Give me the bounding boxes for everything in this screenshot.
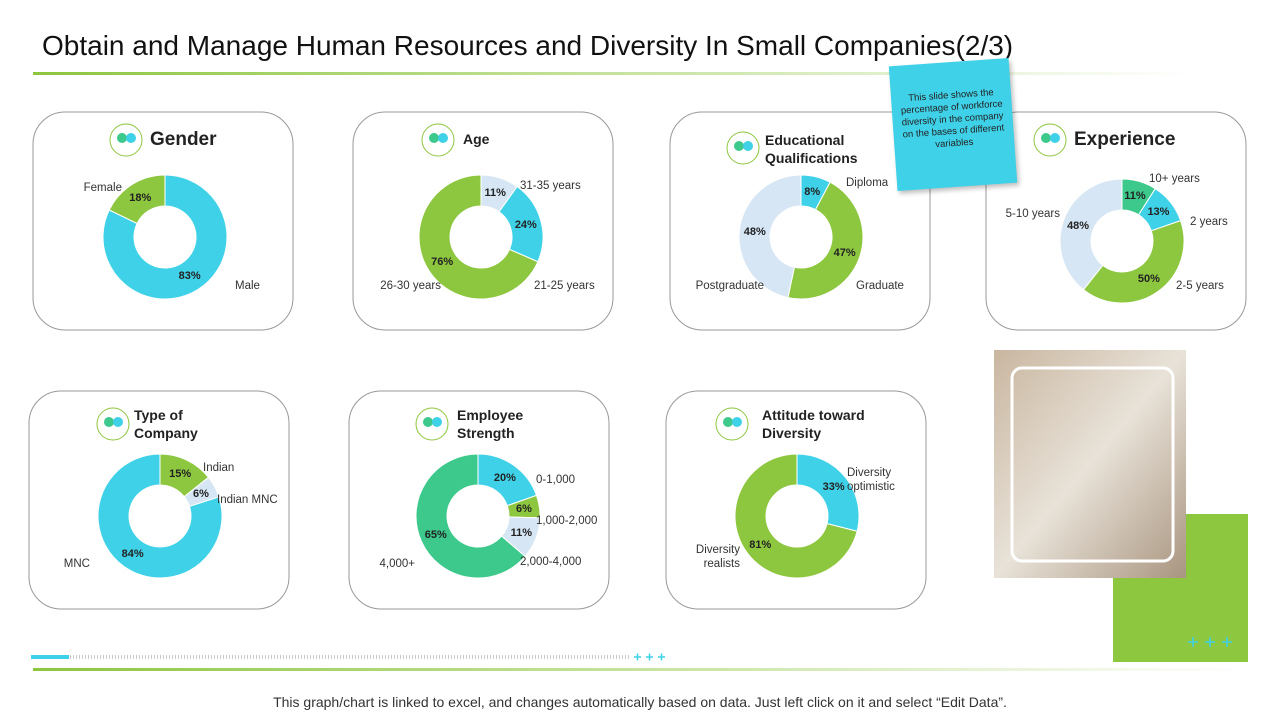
card xyxy=(985,111,1247,331)
category-label: Graduate xyxy=(856,280,904,292)
category-label: 1,000-2,000 xyxy=(536,515,598,527)
value-label: 83% xyxy=(178,270,201,283)
donut-segment xyxy=(108,174,166,225)
footer: This graph/chart is linked to excel, and… xyxy=(273,694,1007,710)
category-label: 21-25 years xyxy=(534,280,595,292)
icon-dot xyxy=(429,133,439,143)
icon-dot xyxy=(732,417,742,427)
chart-title: Type of Company xyxy=(134,407,198,441)
value-label: 20% xyxy=(493,472,516,485)
value-label: 76% xyxy=(431,256,454,269)
card xyxy=(32,111,294,331)
icon-dot xyxy=(104,417,114,427)
category-label: 0-1,000 xyxy=(536,474,576,486)
donut-segment xyxy=(787,181,864,300)
value-label: 33% xyxy=(822,481,845,494)
value-label: 48% xyxy=(1067,219,1090,232)
icon-dot xyxy=(1050,133,1060,143)
category-label: Female xyxy=(83,182,122,194)
value-label: 65% xyxy=(424,529,447,542)
category-label: 31-35 years xyxy=(520,180,581,192)
category-label: Indian xyxy=(203,462,235,474)
icon-dot xyxy=(743,141,753,151)
category-label: 2-5 years xyxy=(1176,280,1224,292)
chart-title: Experience xyxy=(1074,129,1176,150)
sticky-note: This slide shows the percentage of workf… xyxy=(888,57,1018,192)
icon-dot xyxy=(117,133,127,143)
category-label: Diversity realists xyxy=(695,544,740,570)
value-label: 81% xyxy=(749,538,772,551)
decor-plus xyxy=(634,637,1232,661)
donut-segment xyxy=(1082,219,1185,304)
donut-segment xyxy=(102,174,228,300)
value-label: 15% xyxy=(169,468,192,481)
icon-dot xyxy=(432,417,442,427)
value-label: 11% xyxy=(484,186,506,199)
donut-segment xyxy=(796,453,860,532)
icon-dot xyxy=(113,417,123,427)
donut-segment xyxy=(97,453,223,579)
donut-segment xyxy=(734,453,858,579)
card xyxy=(352,111,614,331)
category-label: 2 years xyxy=(1190,216,1228,228)
category-label: 5-10 years xyxy=(1005,208,1060,220)
category-label: Indian MNC xyxy=(217,494,278,506)
value-label: 24% xyxy=(514,218,537,231)
value-label: 6% xyxy=(192,487,209,500)
slide-title: Obtain and Manage Human Resources and Di… xyxy=(42,30,1014,61)
card xyxy=(665,390,927,610)
donut-segment xyxy=(1059,178,1123,291)
value-label: 47% xyxy=(833,246,856,259)
category-label: 2,000-4,000 xyxy=(520,556,582,568)
category-label: Diversity optimistic xyxy=(847,467,895,493)
category-label: Diploma xyxy=(846,177,889,189)
chart-title: Gender xyxy=(150,129,217,150)
value-label: 11% xyxy=(1124,190,1146,203)
category-label: 4,000+ xyxy=(379,558,416,570)
value-label: 11% xyxy=(510,526,533,539)
category-label: MNC xyxy=(63,558,90,570)
icon-dot xyxy=(734,141,744,151)
category-label: 10+ years xyxy=(1149,173,1200,185)
card xyxy=(669,111,931,331)
chart-title: Attitude toward Diversity xyxy=(762,407,865,441)
card xyxy=(28,390,290,610)
icon-dot xyxy=(723,417,733,427)
photo xyxy=(994,350,1186,578)
icon-dot xyxy=(1041,133,1051,143)
value-label: 48% xyxy=(743,226,766,239)
chart-title: Employee Strength xyxy=(457,407,524,441)
category-label: Male xyxy=(235,280,260,292)
chart-title: Age xyxy=(463,131,490,147)
value-label: 18% xyxy=(129,191,152,204)
value-label: 13% xyxy=(1147,206,1170,219)
photo-frame xyxy=(1010,366,1175,563)
value-label: 6% xyxy=(515,502,532,515)
donut-segment xyxy=(738,174,802,299)
donut-segment xyxy=(418,174,539,300)
chart-title: Educational Qualifications xyxy=(765,132,858,166)
donut-segment xyxy=(415,453,526,579)
footer-line xyxy=(33,668,1248,671)
category-label: Postgraduate xyxy=(695,280,764,292)
progress xyxy=(31,655,69,659)
icon-dot xyxy=(126,133,136,143)
category-label: 26-30 years xyxy=(380,280,441,292)
value-label: 50% xyxy=(1137,272,1160,285)
title-underline xyxy=(33,72,1193,75)
icon-dot xyxy=(423,417,433,427)
card xyxy=(348,390,610,610)
value-label: 8% xyxy=(804,185,821,198)
icon-dot xyxy=(438,133,448,143)
value-label: 84% xyxy=(121,547,144,560)
